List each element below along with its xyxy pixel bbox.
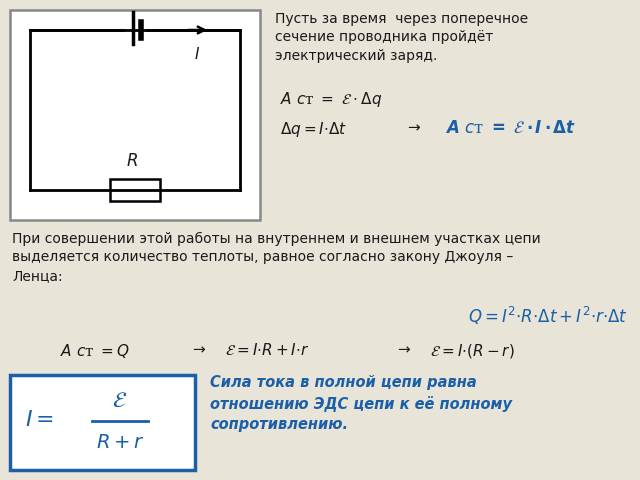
Text: Сила тока в полной цепи равна
отношению ЭДС цепи к её полному
сопротивлению.: Сила тока в полной цепи равна отношению … xyxy=(210,375,512,432)
Bar xyxy=(10,10,260,220)
Text: Пусть за время  через поперечное
сечение проводника пройдёт
электрический заряд.: Пусть за время через поперечное сечение … xyxy=(275,12,528,63)
Text: $\mathcal{E} = I{\cdot}(R - r)$: $\mathcal{E} = I{\cdot}(R - r)$ xyxy=(430,342,515,360)
Text: $R$: $R$ xyxy=(126,154,138,170)
Text: $Q = I^2{\cdot}R{\cdot}\Delta t + I^2{\cdot}r{\cdot}\Delta t$: $Q = I^2{\cdot}R{\cdot}\Delta t + I^2{\c… xyxy=(468,305,628,327)
Text: $A\ \mathit{c}$т $=\ \mathcal{E} \cdot \Delta q$: $A\ \mathit{c}$т $=\ \mathcal{E} \cdot \… xyxy=(280,90,382,109)
Text: $\mathcal{E} = I{\cdot}R + I{\cdot}r$: $\mathcal{E} = I{\cdot}R + I{\cdot}r$ xyxy=(225,342,309,358)
Text: $R+r$: $R+r$ xyxy=(96,433,144,452)
Text: $I =$: $I =$ xyxy=(25,409,54,432)
Bar xyxy=(10,375,195,470)
Text: $A\ \mathit{c}$т $= Q$: $A\ \mathit{c}$т $= Q$ xyxy=(60,342,130,360)
Text: $\Delta q = I{\cdot}\Delta t$: $\Delta q = I{\cdot}\Delta t$ xyxy=(280,120,347,139)
Text: При совершении этой работы на внутреннем и внешнем участках цепи
выделяется коли: При совершении этой работы на внутреннем… xyxy=(12,232,541,283)
Text: $\rightarrow$: $\rightarrow$ xyxy=(405,120,422,134)
Text: $\rightarrow$: $\rightarrow$ xyxy=(395,342,412,356)
Text: $\mathcal{E}$: $\mathcal{E}$ xyxy=(113,389,127,411)
Text: $I$: $I$ xyxy=(194,46,200,62)
Text: $\rightarrow$: $\rightarrow$ xyxy=(190,342,207,356)
Text: $\boldsymbol{A}\ \mathit{c}$т $\boldsymbol{=\ \mathcal{E} \cdot I \cdot \Delta t: $\boldsymbol{A}\ \mathit{c}$т $\boldsymb… xyxy=(445,120,576,137)
Bar xyxy=(110,179,160,201)
